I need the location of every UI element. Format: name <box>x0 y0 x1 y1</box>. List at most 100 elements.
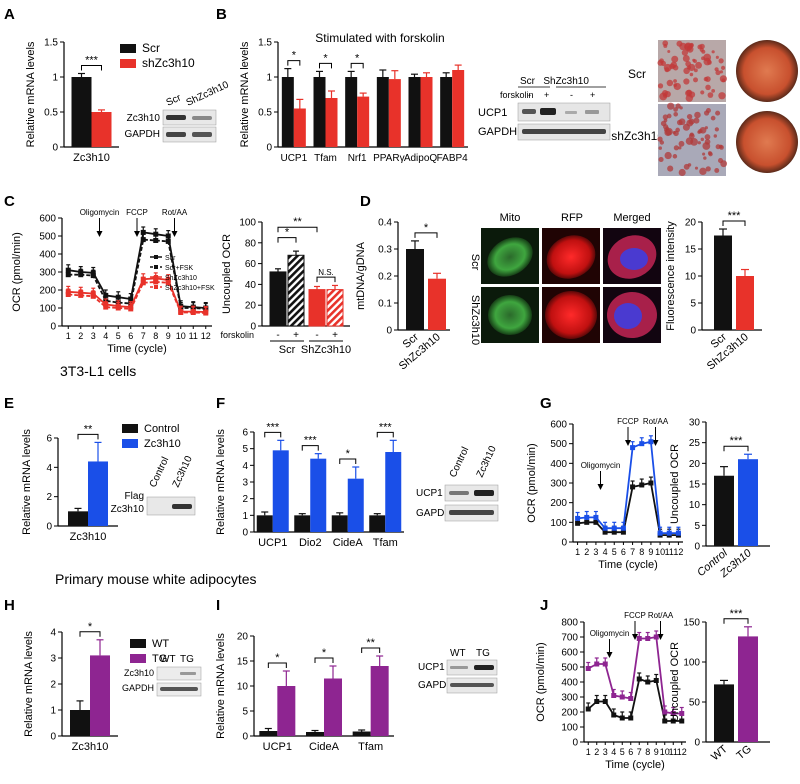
bar <box>738 459 758 546</box>
panel-letter-a: A <box>4 6 15 23</box>
series-point <box>675 530 681 536</box>
series-point <box>648 439 654 445</box>
bar <box>420 77 433 147</box>
lipid-droplet <box>700 90 705 95</box>
y-tick-label: 600 <box>39 214 56 225</box>
y-tick-label: 0 <box>561 538 567 549</box>
bar <box>70 710 90 736</box>
blot-lane-label: TG <box>180 654 194 665</box>
series-point <box>140 237 146 243</box>
sig-label: *** <box>266 421 280 433</box>
sig-label: N.S. <box>318 268 334 277</box>
legend-marker <box>154 265 158 269</box>
y-tick-label: 30 <box>689 418 701 429</box>
injection-label: Oligomycin <box>590 629 630 638</box>
x-axis-label: Time (cycle) <box>107 343 166 355</box>
x-tick-label: Tfam <box>358 741 383 753</box>
sig-bracket <box>79 631 101 637</box>
panel-letter-c: C <box>4 193 15 210</box>
y-tick-label: 0 <box>52 143 58 154</box>
lipid-droplet <box>684 42 693 51</box>
legend-swatch <box>122 424 138 433</box>
x-tick-label: 8 <box>639 547 644 557</box>
lipid-droplet <box>704 139 711 145</box>
y-tick-label: 4 <box>242 461 248 472</box>
sig-label: * <box>285 227 290 239</box>
y-tick-label: 300 <box>550 479 567 490</box>
lipid-droplet <box>678 168 686 176</box>
series-point <box>670 711 676 716</box>
blot-band <box>450 683 494 687</box>
y-axis-label: Uncoupled OCR <box>221 234 233 314</box>
y-tick-label: 100 <box>683 658 700 669</box>
lipid-droplet <box>678 146 682 150</box>
lipid-droplet <box>672 130 676 135</box>
sig-label: * <box>323 52 328 64</box>
y-tick-label: 50 <box>689 698 701 709</box>
chart-h: 0 1 2 3 4 Relative mRNA levels Zc3h10 * WT TG <box>23 621 169 753</box>
sig-label: * <box>346 448 351 460</box>
injection-label: Rot/AA <box>648 611 674 620</box>
series-point <box>620 529 626 535</box>
series-point <box>602 661 608 667</box>
x-tick-label: Nrf1 <box>348 153 367 164</box>
y-tick-label: 10 <box>689 500 701 511</box>
lipid-droplet <box>667 102 675 110</box>
blot-treat-label: forskolin <box>500 90 534 100</box>
legend-marker <box>154 255 158 259</box>
lipid-droplet <box>682 55 690 62</box>
y-tick-label: 0.1 <box>378 299 392 310</box>
blot-band <box>450 666 468 669</box>
y-axis-label: Relative mRNA levels <box>239 41 251 147</box>
y-tick-label: 500 <box>39 232 56 243</box>
blot-treat-sign: - <box>528 90 531 100</box>
lipid-droplet <box>662 114 669 120</box>
treat-sign: - <box>315 330 318 341</box>
lipid-droplet <box>667 50 671 54</box>
blot-row-label: GAPDH <box>478 126 517 138</box>
lipid-droplet <box>673 79 677 83</box>
blot-lane-label: Zc3h10 <box>171 454 195 489</box>
blot-band <box>192 116 212 120</box>
lipid-droplet <box>714 127 719 132</box>
series-point <box>585 706 591 712</box>
lipid-droplet <box>705 108 711 114</box>
blot-band <box>474 665 494 670</box>
y-tick-label: 0.5 <box>44 108 58 119</box>
x-tick-label: 4 <box>603 547 608 557</box>
series-point <box>611 693 617 698</box>
oil-red-row-label: Scr <box>628 67 646 81</box>
lipid-droplet <box>697 44 703 50</box>
chart-i: 0 5 10 15 20 Relative mRNA levels UCP1 * CideA * T… <box>215 632 394 753</box>
bar <box>357 96 370 147</box>
series-line <box>68 280 206 314</box>
sig-bracket <box>361 647 381 653</box>
series-point <box>619 715 625 721</box>
y-tick-label: 0.2 <box>378 272 392 283</box>
legend-marker <box>154 275 158 279</box>
series-point <box>65 292 71 297</box>
blot-band <box>172 504 192 509</box>
y-tick-label: 700 <box>561 633 578 644</box>
series-line <box>577 440 679 534</box>
x-tick-label: 10 <box>660 747 670 757</box>
blot-h: WT TG Zc3h10 GAPDH <box>122 654 202 697</box>
sig-bracket <box>316 276 336 283</box>
series-point <box>203 310 209 316</box>
series-point <box>602 525 608 531</box>
series-point <box>153 231 159 237</box>
injection-label: Rot/AA <box>162 208 188 217</box>
series-point <box>575 520 581 526</box>
blot-i: WT TG UCP1 GAPDH <box>418 648 498 694</box>
series-point <box>178 310 184 315</box>
blot-band <box>449 491 469 495</box>
series-point <box>190 310 196 315</box>
lipid-droplet <box>664 151 672 160</box>
x-tick-label: ShZc3h10 <box>705 331 751 372</box>
panel-letter-i: I <box>216 597 220 614</box>
lipid-droplet <box>699 126 707 134</box>
lipid-droplet <box>705 84 711 91</box>
lipid-droplet <box>664 67 670 73</box>
x-tick-label: 10 <box>655 547 665 557</box>
